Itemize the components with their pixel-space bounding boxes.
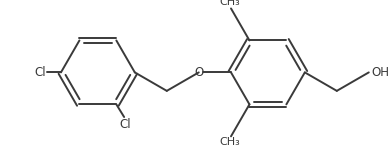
Text: OH: OH — [372, 66, 390, 79]
Text: Cl: Cl — [119, 118, 131, 131]
Text: O: O — [194, 66, 203, 79]
Text: CH₃: CH₃ — [220, 0, 240, 8]
Text: Cl: Cl — [35, 66, 46, 79]
Text: CH₃: CH₃ — [220, 137, 240, 145]
